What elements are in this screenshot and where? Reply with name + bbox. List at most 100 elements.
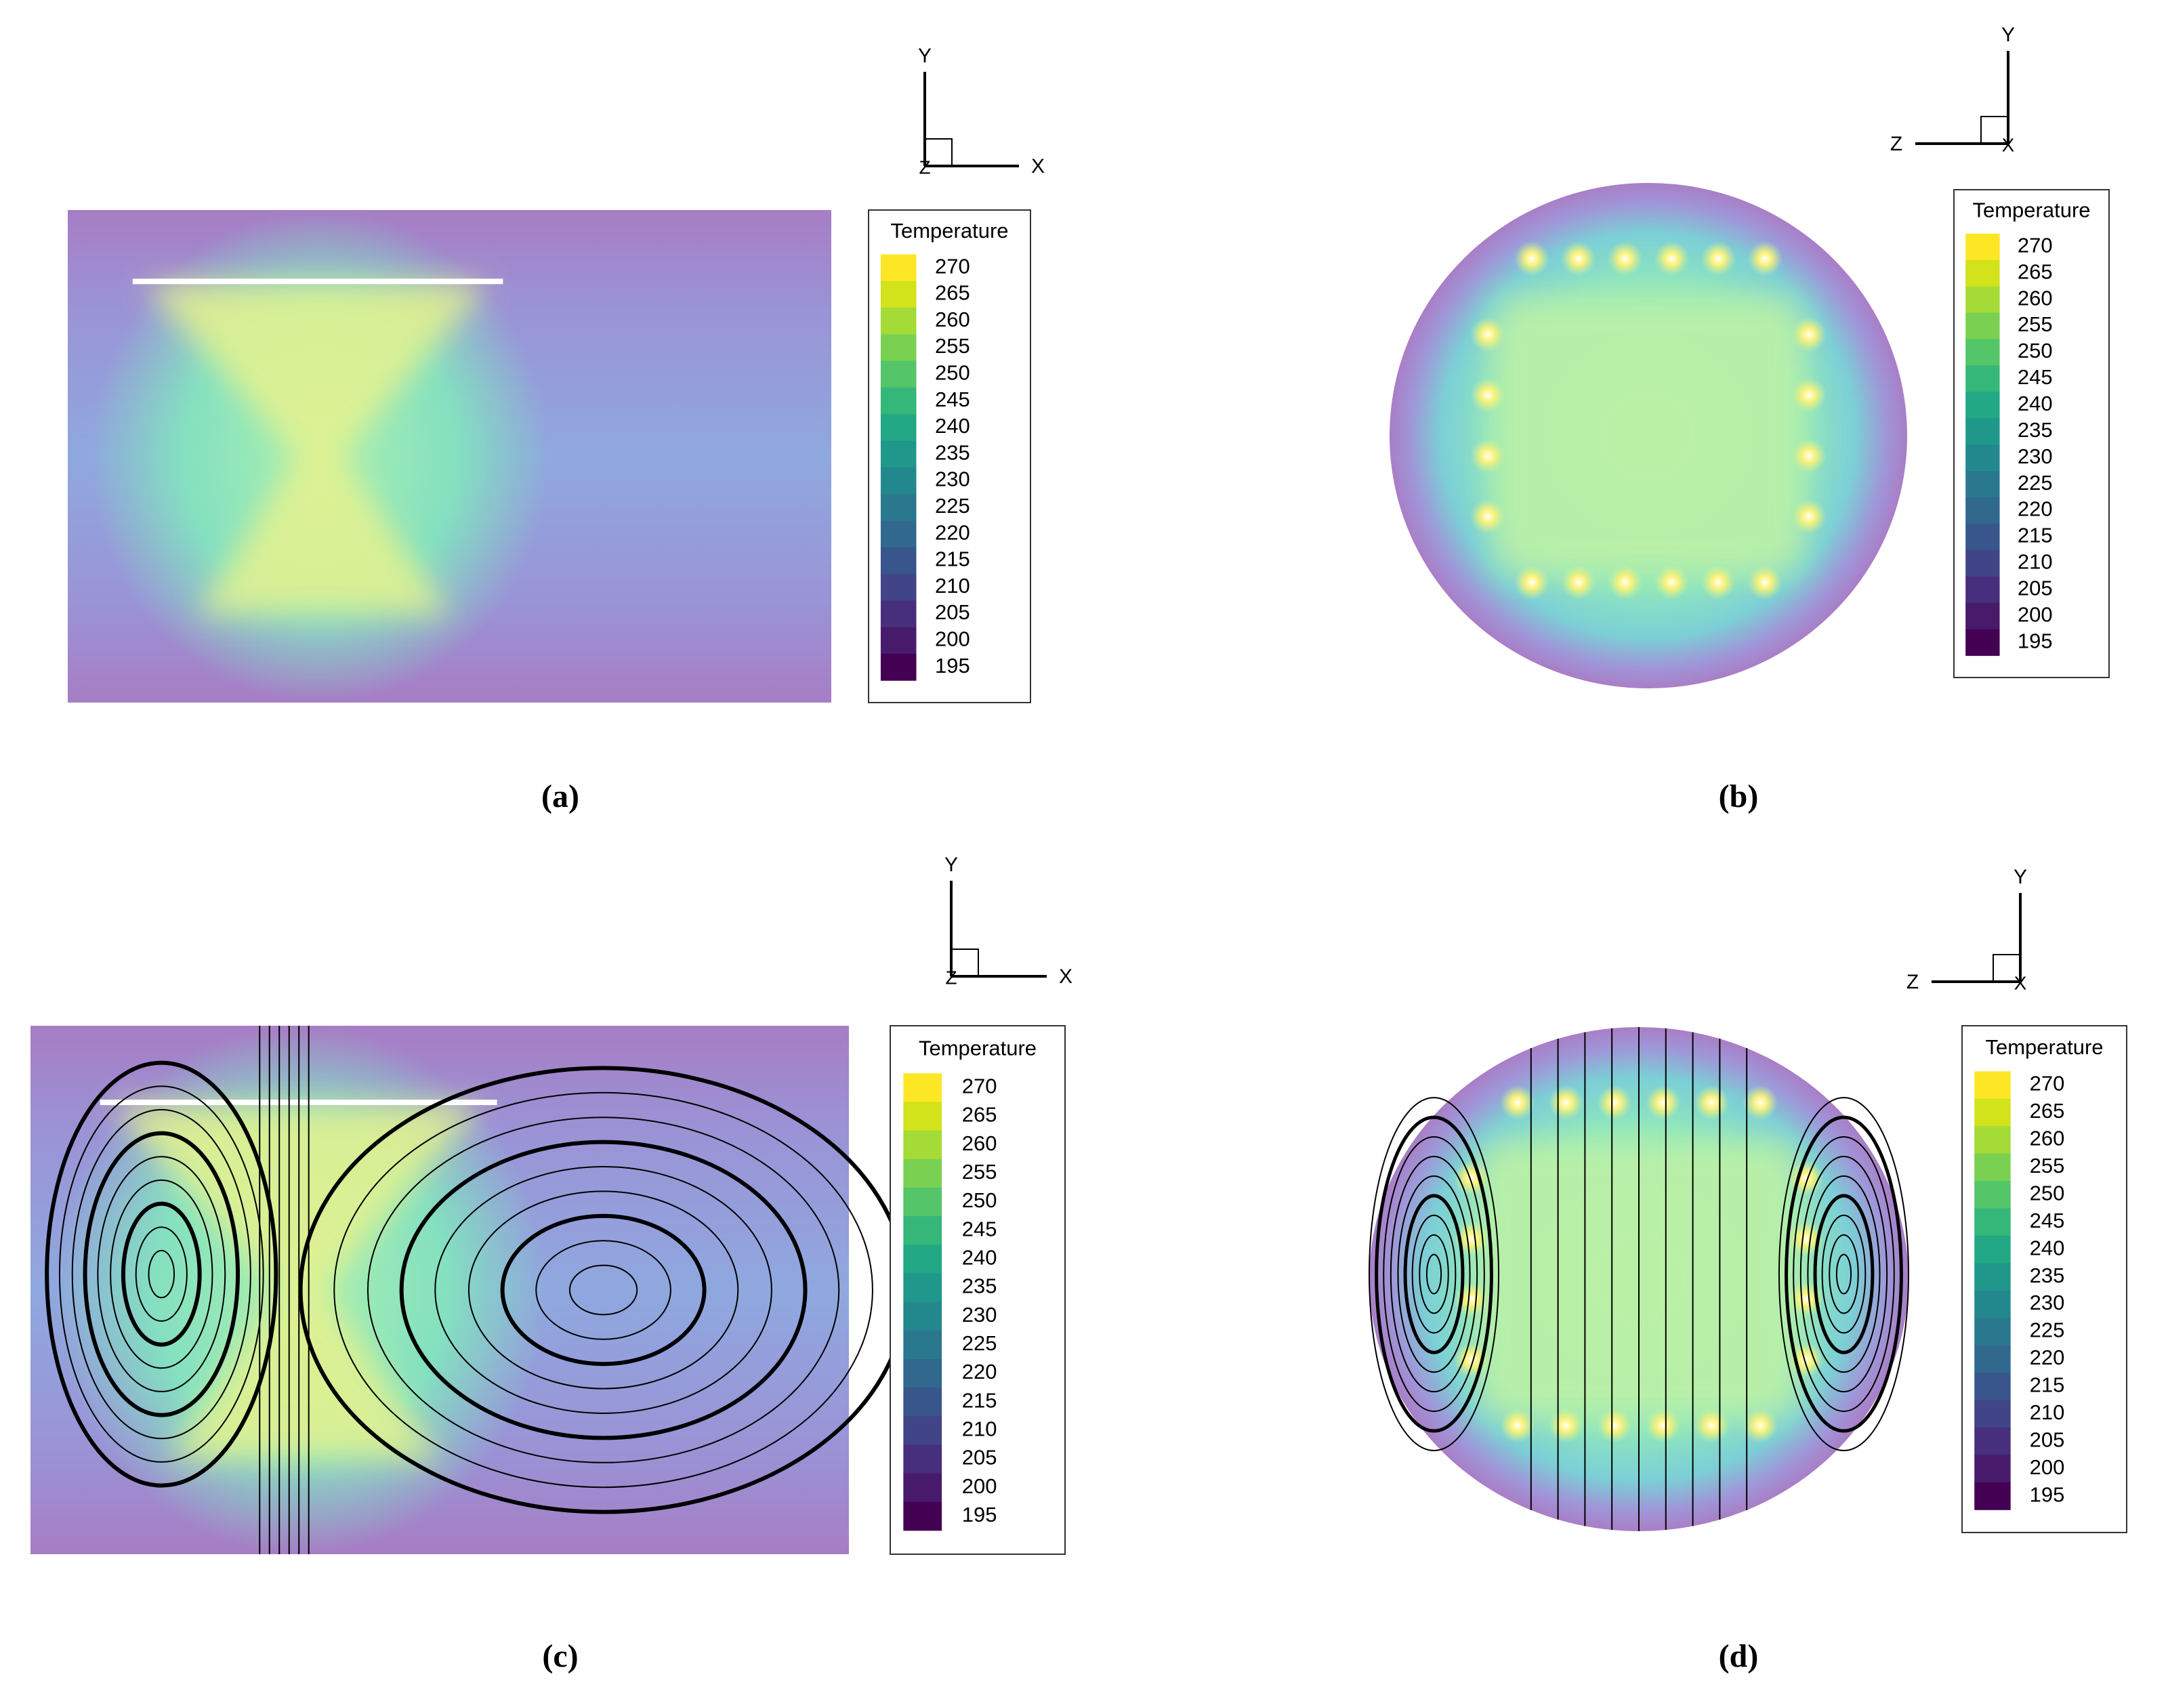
hot-spot bbox=[1607, 241, 1643, 276]
triad-label: X bbox=[2014, 972, 2027, 993]
legend-swatch bbox=[903, 1473, 942, 1503]
legend-label: 235 bbox=[962, 1274, 997, 1298]
legend-swatch bbox=[1965, 365, 2000, 392]
legend-swatch bbox=[903, 1444, 942, 1474]
panel: Temperature 270 265 260 255 250 245 240 235 230 22… bbox=[30, 854, 1072, 1674]
panel: Temperature 270 265 260 255 250 245 240 235 230 22… bbox=[1369, 866, 2127, 1674]
streamline bbox=[97, 1156, 226, 1392]
legend-swatch bbox=[903, 1216, 942, 1245]
legend-label: 265 bbox=[962, 1103, 997, 1127]
legend-swatch bbox=[1965, 418, 2000, 445]
streamline bbox=[333, 1091, 873, 1488]
legend-swatch bbox=[880, 360, 917, 388]
legend-label: 210 bbox=[935, 574, 970, 598]
legend-swatch bbox=[880, 280, 917, 308]
triad-box bbox=[1993, 954, 2021, 982]
legend-label: 255 bbox=[935, 334, 970, 358]
hot-spot bbox=[1514, 564, 1550, 600]
legend-swatch bbox=[1974, 1373, 2011, 1401]
legend-swatch bbox=[1965, 392, 2000, 419]
legend-label: 225 bbox=[935, 494, 970, 518]
legend-swatch bbox=[880, 653, 917, 681]
triad-label: Y bbox=[918, 45, 932, 67]
streamline bbox=[1397, 1175, 1471, 1373]
legend-label: 240 bbox=[935, 414, 970, 438]
legend-swatch bbox=[880, 547, 917, 575]
legend-swatch bbox=[1965, 233, 2000, 261]
legend-label: 205 bbox=[935, 600, 970, 624]
legend-swatch bbox=[1965, 523, 2000, 551]
streamline bbox=[1829, 1234, 1859, 1314]
legend-swatch bbox=[1965, 549, 2000, 577]
legend-label: 215 bbox=[2018, 524, 2053, 547]
legend-label: 270 bbox=[2030, 1072, 2065, 1096]
hot-spot bbox=[1645, 1085, 1681, 1121]
hot-spot bbox=[1548, 1407, 1584, 1443]
hot-spot bbox=[1597, 1407, 1633, 1443]
legend-label: 250 bbox=[2018, 339, 2053, 362]
streamline bbox=[399, 1140, 808, 1440]
panel-label: (c) bbox=[542, 1638, 578, 1674]
legend-label: 225 bbox=[2030, 1318, 2065, 1342]
legend-swatch bbox=[1974, 1153, 2011, 1182]
legend-label: 240 bbox=[962, 1245, 997, 1269]
legend-swatch bbox=[1974, 1263, 2011, 1291]
legend-label: 215 bbox=[962, 1388, 997, 1412]
legend-swatch bbox=[880, 467, 917, 495]
legend-swatch bbox=[1965, 576, 2000, 604]
legend-swatch bbox=[1974, 1290, 2011, 1318]
hot-spot bbox=[1607, 564, 1643, 600]
legend-label: 230 bbox=[2030, 1291, 2065, 1314]
panel-label: (a) bbox=[541, 778, 579, 814]
hot-spot bbox=[1470, 499, 1506, 535]
hot-spot bbox=[1791, 438, 1827, 474]
legend-label: 225 bbox=[2018, 471, 2053, 495]
hot-spot bbox=[1791, 377, 1827, 413]
legend-label: 195 bbox=[2018, 629, 2053, 652]
hot-spot bbox=[1743, 1407, 1778, 1443]
legend-label: 195 bbox=[2030, 1482, 2065, 1506]
legend-label: 200 bbox=[2018, 602, 2053, 626]
legend-swatch bbox=[903, 1330, 942, 1360]
legend-title: Temperature bbox=[919, 1036, 1037, 1060]
legend-label: 250 bbox=[962, 1188, 997, 1212]
legend-label: 195 bbox=[962, 1503, 997, 1526]
legend-swatch bbox=[1965, 312, 2000, 339]
legend-swatch bbox=[1974, 1318, 2011, 1346]
streamline bbox=[1821, 1214, 1867, 1334]
legend-label: 200 bbox=[935, 627, 970, 651]
legend-label: 210 bbox=[2018, 550, 2053, 574]
streamline bbox=[121, 1201, 202, 1347]
legend-swatch bbox=[903, 1102, 942, 1131]
legend-swatch bbox=[880, 574, 917, 601]
triad-label: Z bbox=[1890, 133, 1902, 155]
hot-spot bbox=[1788, 1221, 1824, 1257]
hot-spot bbox=[1470, 316, 1506, 352]
legend-label: 220 bbox=[2030, 1346, 2065, 1369]
legend-label: 215 bbox=[2030, 1373, 2065, 1397]
legend-label: 260 bbox=[2030, 1127, 2065, 1150]
triad-label: X bbox=[2002, 134, 2015, 155]
legend-swatch bbox=[1965, 629, 2000, 657]
legend-swatch bbox=[880, 600, 917, 628]
contour-field bbox=[144, 284, 488, 615]
legend-label: 255 bbox=[962, 1160, 997, 1184]
legend-label: 205 bbox=[2030, 1428, 2065, 1451]
hot-spot bbox=[1791, 316, 1827, 352]
legend-swatch bbox=[880, 520, 917, 548]
legend-swatch bbox=[1974, 1482, 2011, 1510]
legend-swatch bbox=[880, 494, 917, 521]
hot-spot bbox=[1470, 377, 1506, 413]
legend-label: 270 bbox=[935, 254, 970, 278]
triad-label: Y bbox=[2014, 866, 2027, 888]
legend-label: 245 bbox=[2030, 1209, 2065, 1232]
triad-box bbox=[1980, 116, 2009, 144]
legend-swatch bbox=[1965, 471, 2000, 498]
streamline bbox=[110, 1179, 213, 1369]
legend-label: 270 bbox=[962, 1074, 997, 1098]
legend-label: 245 bbox=[2018, 365, 2053, 389]
legend-label: 250 bbox=[2030, 1181, 2065, 1205]
streamline bbox=[1785, 1115, 1903, 1433]
streamline bbox=[135, 1226, 188, 1322]
streamline bbox=[1390, 1155, 1478, 1393]
